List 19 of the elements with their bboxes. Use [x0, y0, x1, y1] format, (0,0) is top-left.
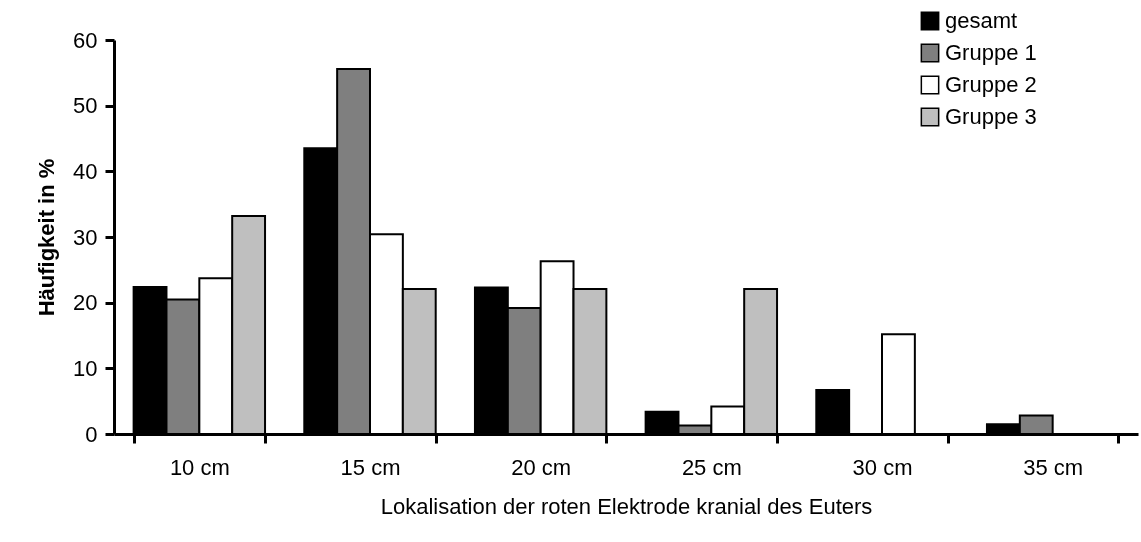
- y-tick-label: 30: [73, 224, 98, 250]
- y-tick-label: 60: [73, 27, 98, 53]
- legend-label: Gruppe 1: [945, 40, 1037, 65]
- y-tick-label: 40: [73, 158, 98, 184]
- x-tick-label: 15 cm: [340, 454, 401, 480]
- x-tick-label: 30 cm: [852, 454, 913, 480]
- legend-label: Gruppe 3: [945, 104, 1037, 129]
- x-axis-title: Lokalisation der roten Elektrode kranial des Euters: [380, 493, 873, 519]
- x-tick-label: 25 cm: [681, 454, 742, 480]
- x-tick-label: 10 cm: [169, 454, 230, 480]
- y-tick-label: 50: [73, 93, 98, 119]
- y-tick-label: 10: [73, 355, 98, 381]
- legend-label: Gruppe 2: [945, 72, 1037, 97]
- x-tick-label: 35 cm: [1023, 454, 1084, 480]
- y-tick-label: 0: [85, 421, 98, 447]
- x-tick-label: 20 cm: [511, 454, 572, 480]
- y-axis-title: Häufigkeit in %: [34, 158, 60, 317]
- legend-label: gesamt: [945, 8, 1018, 33]
- y-tick-label: 20: [73, 290, 98, 316]
